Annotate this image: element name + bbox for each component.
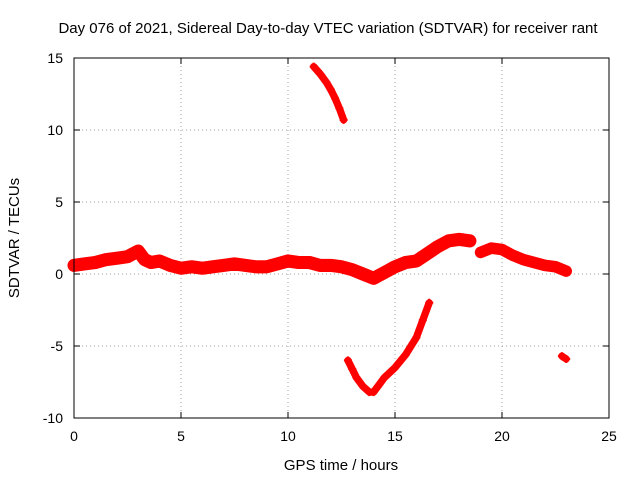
data-point — [147, 258, 156, 267]
data-point — [540, 261, 549, 270]
series-upper-arc — [309, 62, 348, 124]
data-point — [391, 262, 399, 271]
data-point — [294, 258, 303, 267]
y-tick-label: 15 — [47, 50, 63, 66]
series-lower-arc — [343, 298, 434, 397]
x-tick-label: 25 — [601, 428, 617, 444]
y-tick-label: -5 — [51, 338, 64, 354]
data-point — [241, 261, 250, 270]
x-tick-label: 0 — [70, 428, 78, 444]
data-point — [335, 104, 344, 113]
data-point — [309, 62, 318, 71]
data-point — [425, 298, 434, 307]
data-point — [455, 235, 464, 244]
data-point — [230, 259, 239, 268]
data-point — [134, 246, 143, 255]
data-point — [519, 255, 528, 264]
tick-layer: 0 5 10 15 20 25 -10 -5 0 5 10 15 — [43, 50, 617, 444]
data-point — [155, 257, 164, 266]
data-point — [91, 258, 100, 267]
data-point — [339, 115, 348, 124]
x-tick-label: 5 — [177, 428, 185, 444]
y-tick-label: 10 — [47, 122, 63, 138]
data-point — [530, 258, 539, 267]
chart-title: Day 076 of 2021, Sidereal Day-to-day VTE… — [58, 20, 598, 37]
series-layer — [67, 62, 573, 397]
data-point — [316, 261, 325, 270]
data-point — [251, 262, 260, 271]
data-point — [562, 354, 571, 363]
data-point — [373, 382, 382, 391]
data-point — [562, 267, 571, 276]
data-point — [551, 262, 560, 271]
series-band — [344, 299, 433, 396]
data-point — [423, 249, 432, 258]
data-point — [348, 365, 357, 374]
data-point — [352, 373, 361, 382]
data-point — [140, 255, 149, 264]
data-point — [102, 255, 111, 264]
data-point — [412, 257, 421, 266]
plot-frame — [73, 57, 610, 419]
data-point — [498, 245, 506, 254]
series-band — [67, 232, 477, 285]
data-point — [187, 262, 196, 271]
data-point — [380, 373, 389, 382]
data-point — [465, 236, 474, 245]
data-point — [322, 78, 331, 87]
grid-layer — [74, 58, 609, 418]
series-main-band — [67, 232, 477, 285]
data-point — [369, 274, 378, 283]
y-tick-label: 5 — [55, 194, 63, 210]
data-point — [326, 261, 335, 270]
x-tick-label: 10 — [280, 428, 296, 444]
data-point — [112, 254, 121, 263]
data-point — [444, 236, 453, 245]
data-point — [326, 85, 335, 94]
data-point — [198, 264, 207, 273]
y-tick-label: -10 — [43, 410, 63, 426]
x-axis-title: GPS time / hours — [284, 457, 398, 474]
series-evening-band — [474, 242, 573, 277]
data-point — [412, 333, 421, 342]
data-point — [284, 257, 292, 266]
data-point — [262, 262, 271, 271]
data-point — [380, 268, 389, 277]
x-tick-label: 15 — [387, 428, 403, 444]
data-point — [166, 261, 175, 270]
y-axis-title: SDTVAR / TECUs — [6, 178, 23, 298]
data-point — [508, 251, 517, 260]
y-tick-label: 0 — [55, 266, 63, 282]
data-point — [348, 265, 357, 274]
data-point — [433, 242, 442, 251]
data-point — [209, 262, 218, 271]
data-point — [337, 262, 346, 271]
data-point — [401, 350, 410, 359]
data-point — [358, 270, 367, 278]
data-point — [418, 316, 427, 325]
data-point — [401, 258, 410, 267]
data-point — [123, 252, 132, 261]
data-point — [391, 363, 399, 372]
data-point — [369, 388, 378, 397]
data-point — [476, 248, 485, 257]
data-point — [331, 94, 340, 103]
x-tick-label: 20 — [494, 428, 510, 444]
data-point — [316, 69, 325, 78]
series-isolated-point — [557, 352, 571, 363]
data-point — [219, 261, 228, 270]
data-point — [358, 382, 367, 391]
data-point — [177, 264, 185, 273]
data-point — [305, 258, 314, 267]
data-point — [80, 259, 89, 268]
data-point — [487, 244, 496, 253]
data-point — [557, 352, 566, 361]
data-point — [273, 259, 282, 268]
data-point — [343, 356, 352, 365]
